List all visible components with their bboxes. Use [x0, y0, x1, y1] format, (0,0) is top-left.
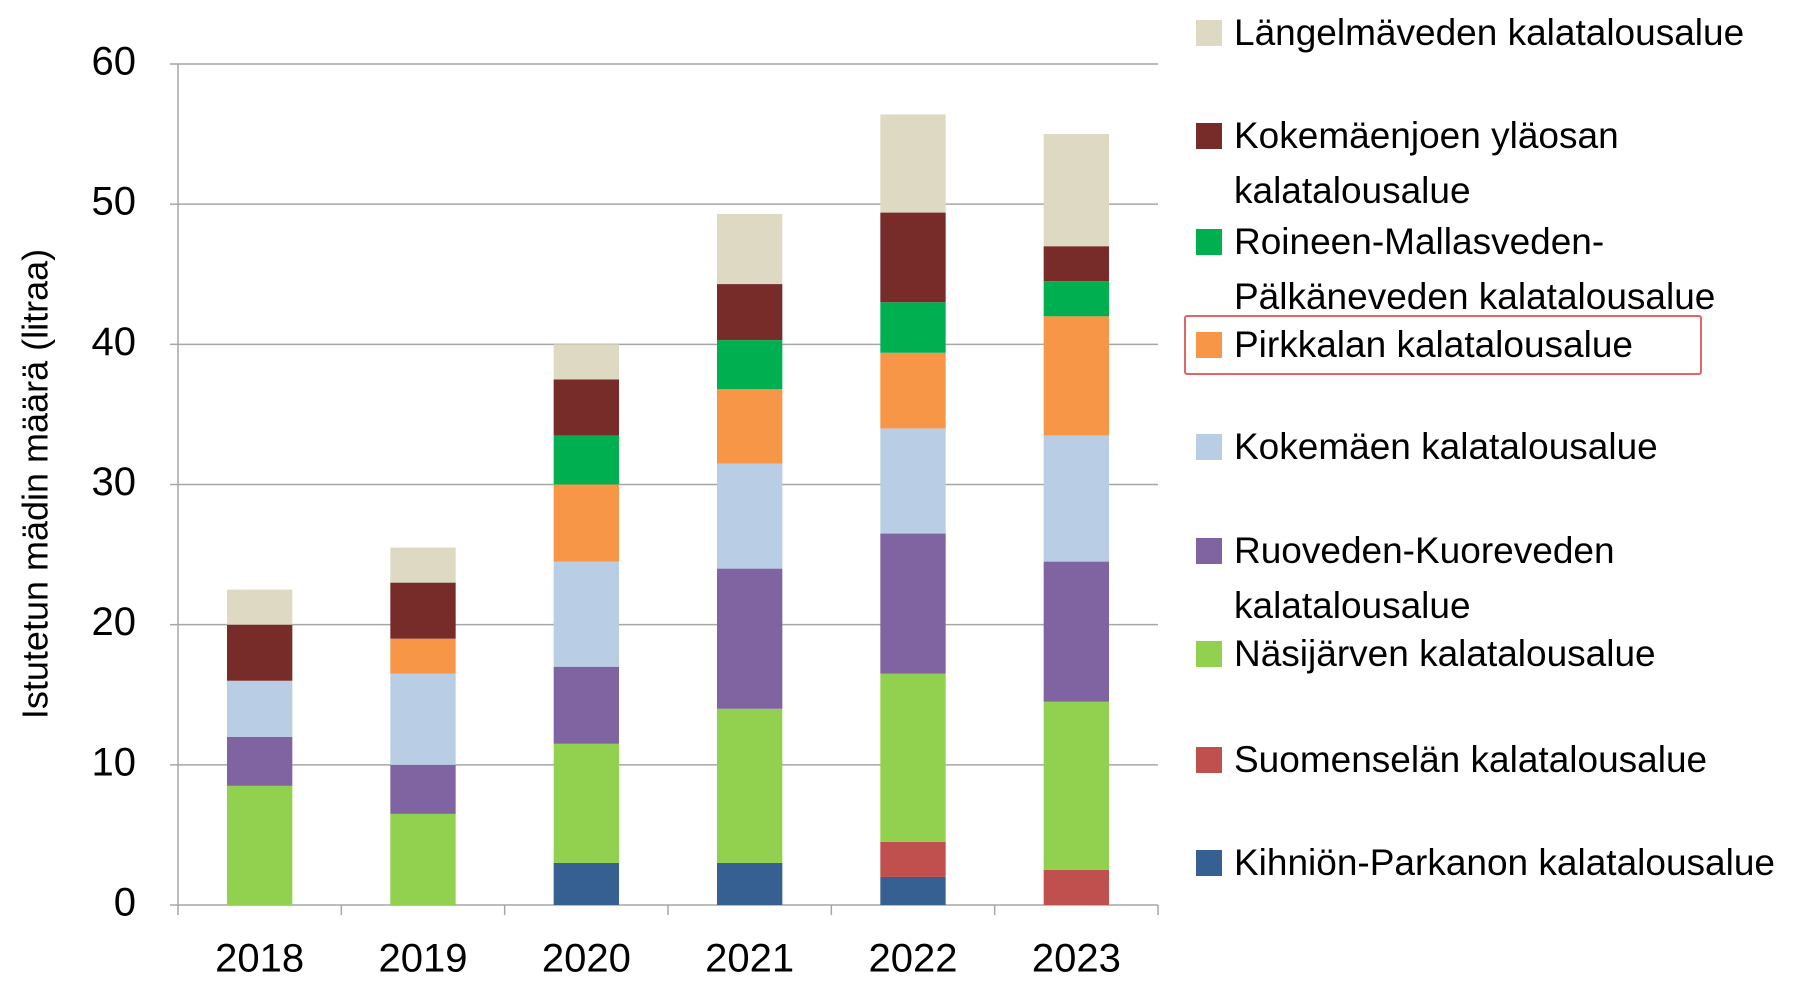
bar-segment — [880, 533, 946, 674]
bar-segment — [390, 638, 456, 674]
bar-segment — [880, 302, 946, 353]
legend-label: Suomenselän kalatalousalue — [1234, 739, 1708, 780]
bar-segment — [717, 389, 783, 464]
bar-segment — [717, 463, 783, 569]
bar-segment — [553, 666, 619, 744]
legend-swatch — [1196, 641, 1222, 667]
bar-segment — [390, 582, 456, 639]
bar-segment — [717, 862, 783, 905]
legend-entry: Kihniön-Parkanon kalatalousalue — [1196, 835, 1816, 890]
bar-segment — [1043, 281, 1109, 317]
legend-swatch — [1196, 123, 1222, 149]
bar-segment — [1043, 316, 1109, 436]
x-tick-label: 2021 — [705, 937, 794, 981]
y-tick-label: 10 — [92, 740, 137, 784]
y-tick-label: 20 — [92, 600, 137, 644]
bar-segment — [1043, 134, 1109, 247]
x-tick-label: 2022 — [869, 937, 958, 981]
bar-segment — [553, 862, 619, 905]
bar-segment — [553, 379, 619, 436]
bar-segment — [717, 213, 783, 285]
legend-label: Pirkkalan kalatalousalue — [1234, 324, 1634, 365]
bar-segment — [553, 484, 619, 562]
y-tick-label: 30 — [92, 460, 137, 504]
bar-segment — [880, 673, 946, 842]
legend-label: Kokemäenjoen yläosan kalatalousalue — [1234, 115, 1619, 211]
bar-segment — [1043, 869, 1109, 905]
x-tick-label: 2023 — [1032, 937, 1121, 981]
legend-entry: Ruoveden-Kuoreveden kalatalousalue — [1196, 523, 1816, 633]
bar-segment — [390, 764, 456, 814]
bar-segment — [717, 568, 783, 709]
bar-segment — [553, 561, 619, 667]
bar-segment — [227, 736, 293, 786]
bar-segment — [1043, 435, 1109, 562]
legend-swatch — [1196, 20, 1222, 46]
legend-entry: Längelmäveden kalatalousalue — [1196, 5, 1816, 60]
bar-segment — [390, 673, 456, 765]
legend-swatch — [1196, 332, 1222, 358]
legend-label: Ruoveden-Kuoreveden kalatalousalue — [1234, 530, 1615, 626]
bar-segment — [390, 813, 456, 905]
bar-segment — [717, 340, 783, 390]
legend-label: Kihniön-Parkanon kalatalousalue — [1234, 842, 1775, 883]
legend-entry: Kokemäenjoen yläosan kalatalousalue — [1196, 108, 1816, 218]
legend-label: Roineen-Mallasveden-Pälkäneveden kalatal… — [1234, 221, 1716, 317]
legend-entry: Pirkkalan kalatalousalue — [1196, 317, 1816, 372]
bar-segment — [1043, 246, 1109, 282]
bar-segment — [553, 743, 619, 863]
bar-segment — [717, 708, 783, 863]
legend-swatch — [1196, 850, 1222, 876]
bar-segment — [880, 841, 946, 877]
x-tick-label: 2020 — [542, 937, 631, 981]
bar-segment — [880, 352, 946, 429]
y-tick-label: 0 — [114, 881, 136, 925]
bar-segment — [553, 344, 619, 380]
highlight-box — [1184, 315, 1702, 375]
bar-segment — [227, 624, 293, 681]
legend-label: Kokemäen kalatalousalue — [1234, 426, 1658, 467]
legend-swatch — [1196, 229, 1222, 255]
bar-segment — [227, 785, 293, 905]
legend-entry: Roineen-Mallasveden-Pälkäneveden kalatal… — [1196, 214, 1816, 324]
legend-entry: Kokemäen kalatalousalue — [1196, 419, 1816, 474]
bar-segment — [880, 428, 946, 534]
legend-swatch — [1196, 434, 1222, 460]
bar-segment — [1043, 701, 1109, 870]
bar-segment — [1043, 561, 1109, 702]
bar-segment — [880, 212, 946, 303]
bar-segment — [880, 876, 946, 905]
bar-segment — [880, 114, 946, 213]
bar-segment — [553, 435, 619, 485]
bar-segment — [227, 589, 293, 625]
bar-segment — [227, 680, 293, 737]
x-tick-label: 2018 — [215, 937, 304, 981]
legend-swatch — [1196, 538, 1222, 564]
legend-label: Näsijärven kalatalousalue — [1234, 633, 1656, 674]
y-tick-label: 40 — [92, 320, 137, 364]
legend-swatch — [1196, 747, 1222, 773]
y-tick-label: 60 — [92, 40, 137, 84]
bar-segment — [717, 284, 783, 341]
bar-segment — [390, 547, 456, 583]
y-tick-label: 50 — [92, 180, 137, 224]
x-tick-label: 2019 — [379, 937, 468, 981]
legend-label: Längelmäveden kalatalousalue — [1234, 12, 1745, 53]
legend-entry: Näsijärven kalatalousalue — [1196, 626, 1816, 681]
legend-entry: Suomenselän kalatalousalue — [1196, 732, 1816, 787]
y-axis-label: Istutetun mädin määrä (litraa) — [15, 249, 56, 719]
